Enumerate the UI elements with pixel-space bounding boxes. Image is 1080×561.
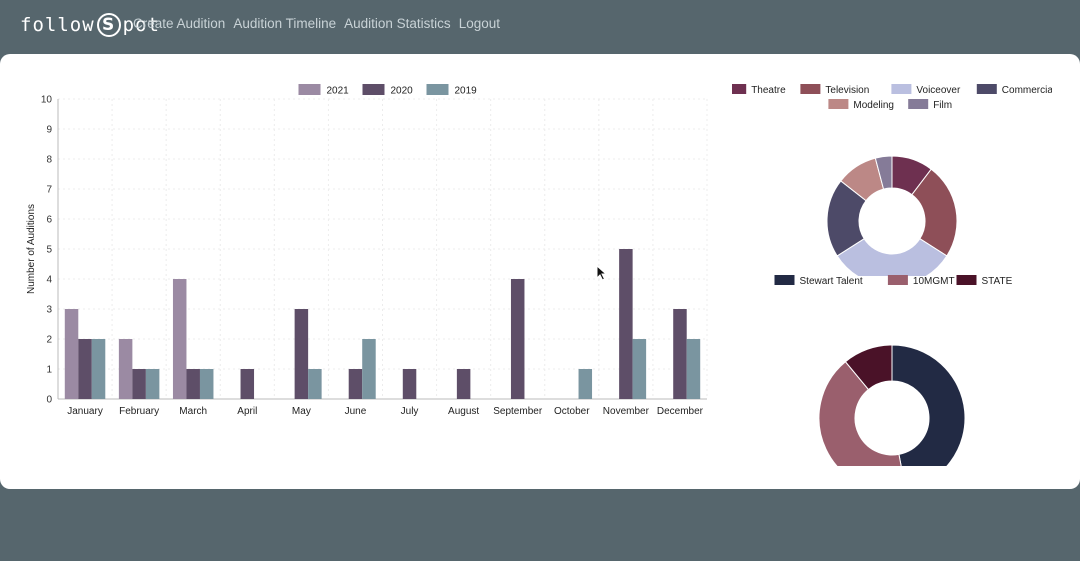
bar-2019-january [91,339,106,399]
legend-label: Commercial [1002,85,1052,96]
slice-stewart-talent [891,344,966,466]
nav-audition-timeline[interactable]: Audition Timeline [233,16,337,31]
legend-swatch-2021 [298,84,321,95]
legend-label: Film [933,100,952,111]
audition-type-donut-chart: Theatre Television Voiceover Commercial Mode… [732,84,1052,276]
followspot-logo[interactable]: follow S pot [20,10,160,40]
slice-film [874,155,893,190]
bar-2019-march [199,369,214,399]
legend-swatch-stewart-talent [774,275,795,285]
slice-state [844,344,893,391]
bar-2020-july [402,369,417,399]
legend-label: Theatre [751,85,786,96]
logo-text-right: pot [122,14,160,36]
legend-label: 10MGMT [913,276,955,287]
x-tick-label: June [345,406,367,417]
y-tick-label: 8 [46,155,52,166]
top-navbar: follow S pot Create Audition Audition Ti… [0,0,1080,52]
y-tick-label: 0 [46,395,52,406]
y-tick-label: 9 [46,125,52,136]
y-tick-label: 10 [41,95,53,106]
nav-audition-statistics[interactable]: Audition Statistics [344,16,451,31]
legend-label: Television [825,85,869,96]
legend-label: Modeling [853,100,894,111]
x-tick-label: May [292,406,311,417]
legend-swatch-commercial [976,84,997,94]
legend-swatch-theatre [732,84,747,94]
legend-label-2021: 2021 [327,86,350,97]
legend-swatch-2020 [362,84,385,95]
nav-logout[interactable]: Logout [458,16,500,31]
x-tick-label: October [554,406,590,417]
x-tick-label: August [448,406,479,417]
bar-2019-october [578,369,593,399]
x-tick-label: December [657,406,704,417]
legend-swatch-television [800,84,821,94]
bar-2020-august [456,369,471,399]
logo-text-left: follow [20,14,95,36]
legend-label-2020: 2020 [391,86,414,97]
x-tick-label: July [401,406,419,417]
bar-2021-february [118,339,133,399]
x-tick-label: November [603,406,650,417]
bar-2019-november [632,339,647,399]
bar-2021-march [172,279,187,399]
bar-2020-june [348,369,363,399]
legend-label: Stewart Talent [800,276,863,287]
spotlight-logo-icon: S [96,13,121,37]
legend-swatch-2019 [426,84,449,95]
bar-2020-may [294,309,309,399]
legend-swatch-modeling [828,99,849,109]
mouse-cursor-icon [596,265,608,281]
legend-swatch-film [908,99,929,109]
y-tick-label: 4 [46,275,52,286]
bar-2019-june [362,339,376,399]
slice-10mgmt [818,361,902,466]
y-tick-label: 6 [46,215,52,226]
bar-2019-february [145,369,160,399]
legend-label: Voiceover [916,85,961,96]
y-tick-label: 3 [46,305,52,316]
bar-2020-september [510,279,525,399]
y-tick-label: 5 [46,245,52,256]
bar-2020-march [186,369,200,399]
slice-voiceover [836,238,948,276]
bar-2020-november [619,249,633,399]
agency-donut-chart: Stewart Talent 10MGMT STATE [774,275,1013,466]
x-tick-label: February [119,406,159,417]
auditions-by-month-chart: 0 1 2 3 4 5 6 7 8 9 10 Number of Auditions January Fe… [26,84,708,417]
bar-2020-april [240,369,255,399]
y-tick-label: 7 [46,185,52,196]
nav-create-audition[interactable]: Create Audition [133,16,226,31]
main-nav: Create Audition Audition Timeline Auditi… [133,16,500,31]
bar-2021-january [64,309,79,399]
bar-2019-may [308,369,322,399]
x-tick-label: January [67,406,103,417]
legend-label-2019: 2019 [455,86,478,97]
x-tick-label: April [237,406,257,417]
bar-2020-january [78,339,92,399]
bar-2020-february [132,369,146,399]
statistics-card: 0 1 2 3 4 5 6 7 8 9 10 Number of Auditions January Fe… [0,54,1080,489]
legend-swatch-10mgmt [887,275,908,285]
legend-swatch-state [956,275,977,285]
y-tick-label: 1 [46,365,52,376]
y-tick-label: 2 [46,335,52,346]
x-tick-label: March [179,406,207,417]
y-axis-label: Number of Auditions [26,204,37,294]
bar-2020-december [673,309,687,399]
legend-label: STATE [982,276,1013,287]
legend-swatch-voiceover [891,84,912,94]
x-tick-label: September [493,406,543,417]
bar-2019-december [686,339,701,399]
